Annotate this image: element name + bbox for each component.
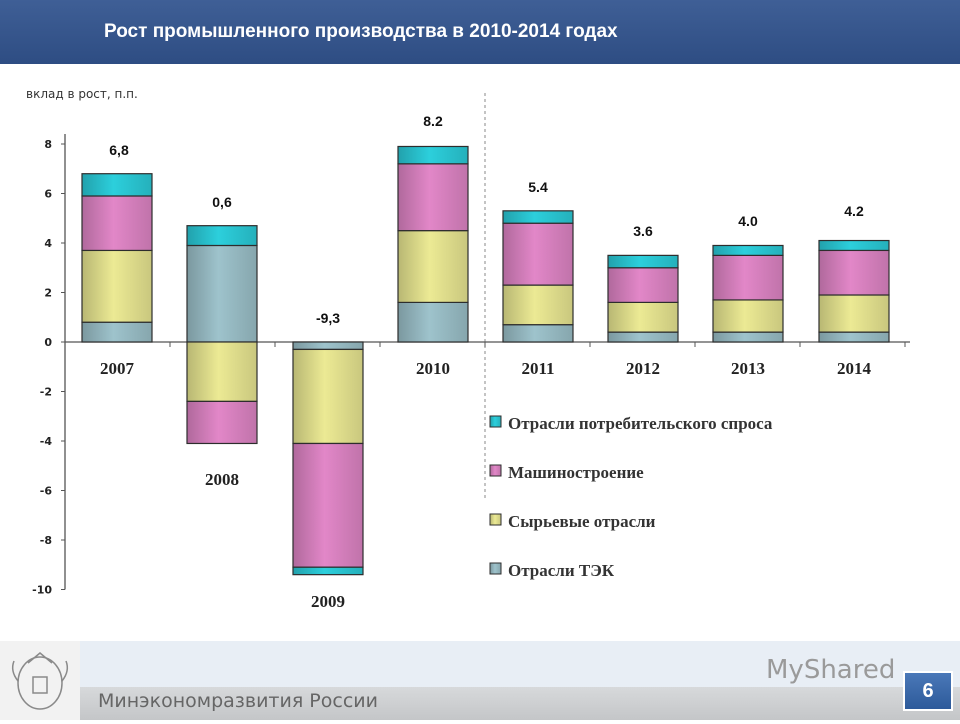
x-tick-label: 2007 [100,359,135,378]
page-title: Рост промышленного производства в 2010-2… [104,21,618,42]
total-label: 8.2 [423,113,443,129]
x-tick-label: 2014 [837,359,872,378]
total-label: 4.0 [738,213,758,229]
bar-segment-energy [397,301,469,343]
bar-segment-energy [502,324,574,343]
legend-swatch-consumer [489,415,502,428]
bar-segment-raw [818,294,890,333]
stacked-bar-chart: 8 6 4 2 0 -2 -4 -6 -8 -10 6,8 2007 0,6 2008 -9,3 2009 8.… [32,93,910,611]
total-label: 5.4 [528,179,548,195]
bar-segment-raw [186,341,258,403]
bar-segment-raw [292,348,364,445]
legend-label: Машиностроение [508,463,644,482]
x-tick-label: 2013 [731,359,765,378]
bar-segment-raw [397,230,469,304]
bar-segment-raw [712,299,784,333]
ministry-name: Минэкономразвития России [98,690,378,712]
header-bar: Рост промышленного производства в 2010-2… [0,0,960,64]
footer-band [80,641,960,687]
x-tick-label: 2009 [311,592,345,611]
bar-segment-machinery [502,222,574,286]
legend-swatch-raw [489,513,502,526]
watermark-text: MyShared [766,655,896,685]
page-number-badge: 6 [903,671,953,711]
y-tick-label: 6 [44,188,52,201]
bar-segment-machinery [712,254,784,301]
bar-segment-energy [607,331,679,343]
bar-segment-machinery [607,267,679,304]
bar-segment-consumer [712,244,784,256]
y-tick-label: 2 [44,287,52,300]
bar-segment-consumer [818,239,890,252]
bar-segment-raw [607,301,679,333]
bar-segment-consumer [607,254,679,269]
legend-swatch-energy [489,562,502,575]
bar-segment-machinery [818,249,890,296]
x-tick-label: 2011 [521,359,554,378]
legend-label: Сырьевые отрасли [508,512,656,531]
bar-segment-raw [81,249,153,323]
bar-segment-consumer [292,566,364,576]
bar-segment-energy [818,331,890,343]
bar-segment-consumer [397,145,469,165]
y-tick-label: -8 [40,534,52,547]
total-label: 4.2 [844,203,864,219]
bar-segment-energy [292,341,364,351]
bar-segment-consumer [186,225,258,247]
total-label: -9,3 [316,310,340,326]
x-tick-label: 2010 [416,359,450,378]
bar-segment-energy [186,244,258,343]
y-tick-label: -10 [32,584,52,597]
bar-segment-machinery [292,442,364,568]
emblem-icon [0,641,80,720]
footer: Минэкономразвития России MyShared 6 [0,641,960,720]
bar-segment-raw [502,284,574,326]
bar-segment-energy [81,321,153,343]
bar-segment-machinery [186,400,258,445]
bar-segment-machinery [397,163,469,232]
y-tick-label: -4 [40,435,53,448]
y-tick-label: -6 [40,485,53,498]
bar-segment-machinery [81,195,153,252]
bar-segment-consumer [81,173,153,197]
bar-segment-energy [712,331,784,343]
y-tick-label: 8 [44,138,52,151]
x-tick-label: 2008 [205,470,239,489]
legend-label: Отрасли потребительского спроса [508,414,773,433]
x-tick-label: 2012 [626,359,660,378]
footer-band-bottom [80,687,960,720]
unit-label: вклад в рост, п.п. [26,87,138,101]
legend-label: Отрасли ТЭК [508,561,615,580]
total-label: 0,6 [212,194,232,210]
y-tick-label: -2 [40,386,52,399]
total-label: 3.6 [633,223,653,239]
total-label: 6,8 [109,142,129,158]
legend-swatch-machinery [489,464,502,477]
bar-segment-consumer [502,210,574,224]
y-tick-label: 0 [44,336,52,349]
y-tick-label: 4 [44,237,52,250]
